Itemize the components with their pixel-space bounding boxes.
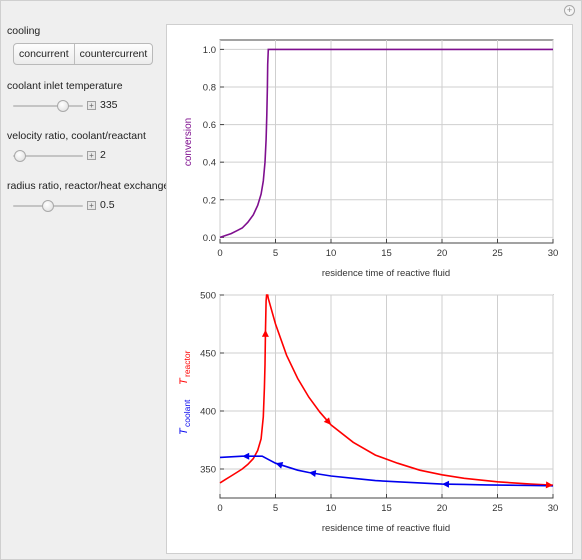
x-tick-label: 15 [381,503,392,514]
reactor-axis-sub: reactor [182,350,192,377]
conversion-grid [219,40,554,243]
conversion-series [219,48,553,239]
coolant-series-line [219,455,554,487]
radius-ratio-slider-row: + 0.5 [7,198,167,214]
velocity-ratio-expand-icon[interactable]: + [87,151,96,160]
conversion-y-axis-label: conversion [183,118,194,166]
cooling-label: cooling [7,25,41,37]
x-tick-label: 5 [273,248,278,259]
radius-ratio-slider-thumb[interactable] [42,200,54,212]
y-tick-label: 0.4 [203,158,216,169]
y-tick-label: 400 [200,407,216,418]
coolant-temp-value: 335 [100,99,118,111]
x-tick-label: 10 [326,248,337,259]
y-tick-label: 0.0 [203,233,216,244]
reactor-axis-t: T [178,377,190,385]
plot-panel: 0 5 10 15 20 25 30 0.0 0.2 0.4 0.6 0.8 1.0 residenc… [166,24,573,554]
temperature-y-ticks: 350 400 450 500 [200,291,224,476]
conversion-x-ticks: 0 5 10 15 20 25 30 [217,239,558,259]
x-tick-label: 30 [548,248,559,259]
direction-arrow-icon [242,452,250,460]
coolant-axis-label: T coolant [178,399,192,435]
reactor-series-line [219,294,554,486]
coolant-temp-slider-thumb[interactable] [57,100,70,112]
x-tick-label: 0 [217,248,222,259]
direction-arrow-icon [261,329,269,337]
concurrent-button[interactable]: concurrent [14,44,75,64]
temperature-series [219,294,554,489]
conversion-y-ticks: 0.0 0.2 0.4 0.6 0.8 1.0 [203,45,224,244]
temperature-x-ticks: 0 5 10 15 20 25 30 [217,494,558,514]
countercurrent-button[interactable]: countercurrent [79,48,148,60]
x-tick-label: 25 [492,248,503,259]
velocity-ratio-label: velocity ratio, coolant/reactant [7,130,146,142]
x-tick-label: 20 [437,248,448,259]
coolant-temp-expand-icon[interactable]: + [87,101,96,110]
coolant-axis-t: T [178,427,190,435]
conversion-x-axis-label: residence time of reactive fluid [322,268,450,279]
velocity-ratio-value: 2 [100,149,106,161]
coolant-temp-label: coolant inlet temperature [7,80,123,92]
x-tick-label: 10 [326,503,337,514]
reactor-axis-label: T reactor [178,350,192,385]
y-tick-label: 500 [200,291,216,302]
x-tick-label: 20 [437,503,448,514]
x-tick-label: 5 [273,503,278,514]
temperature-chart: 0 5 10 15 20 25 30 350 400 450 500 residence time… [178,291,558,535]
y-tick-label: 0.8 [203,82,216,93]
velocity-ratio-slider[interactable] [13,155,83,157]
temperature-x-axis-label: residence time of reactive fluid [322,523,450,534]
velocity-ratio-slider-thumb[interactable] [14,150,26,162]
x-tick-label: 15 [381,248,392,259]
y-tick-label: 350 [200,465,216,476]
direction-arrow-icon [545,481,553,489]
radius-ratio-label: radius ratio, reactor/heat exchanger [7,180,173,192]
x-tick-label: 0 [217,503,222,514]
conversion-series-line [219,48,553,239]
y-tick-label: 0.6 [203,120,216,131]
y-tick-label: 1.0 [203,45,216,56]
x-tick-label: 25 [492,503,503,514]
coolant-temp-slider-row: + 335 [7,98,167,114]
radius-ratio-expand-icon[interactable]: + [87,201,96,210]
coolant-temp-slider[interactable] [13,105,83,107]
plots-svg: 0 5 10 15 20 25 30 0.0 0.2 0.4 0.6 0.8 1.0 residenc… [178,39,558,535]
y-tick-label: 450 [200,349,216,360]
coolant-axis-sub: coolant [182,399,192,427]
y-tick-label: 0.2 [203,195,216,206]
radius-ratio-value: 0.5 [100,199,115,211]
direction-arrow-icon [323,417,331,425]
controls-panel: cooling concurrent countercurrent coolan… [7,25,173,230]
x-tick-label: 30 [548,503,559,514]
velocity-ratio-slider-row: + 2 [7,148,167,164]
direction-arrow-icon [275,461,284,469]
direction-arrow-icon [308,470,317,478]
add-icon[interactable]: + [564,5,575,16]
direction-arrow-icon [442,480,450,488]
temperature-grid [219,294,554,498]
conversion-chart: 0 5 10 15 20 25 30 0.0 0.2 0.4 0.6 0.8 1.0 residenc… [183,39,558,279]
cooling-selector: concurrent countercurrent [13,43,154,65]
